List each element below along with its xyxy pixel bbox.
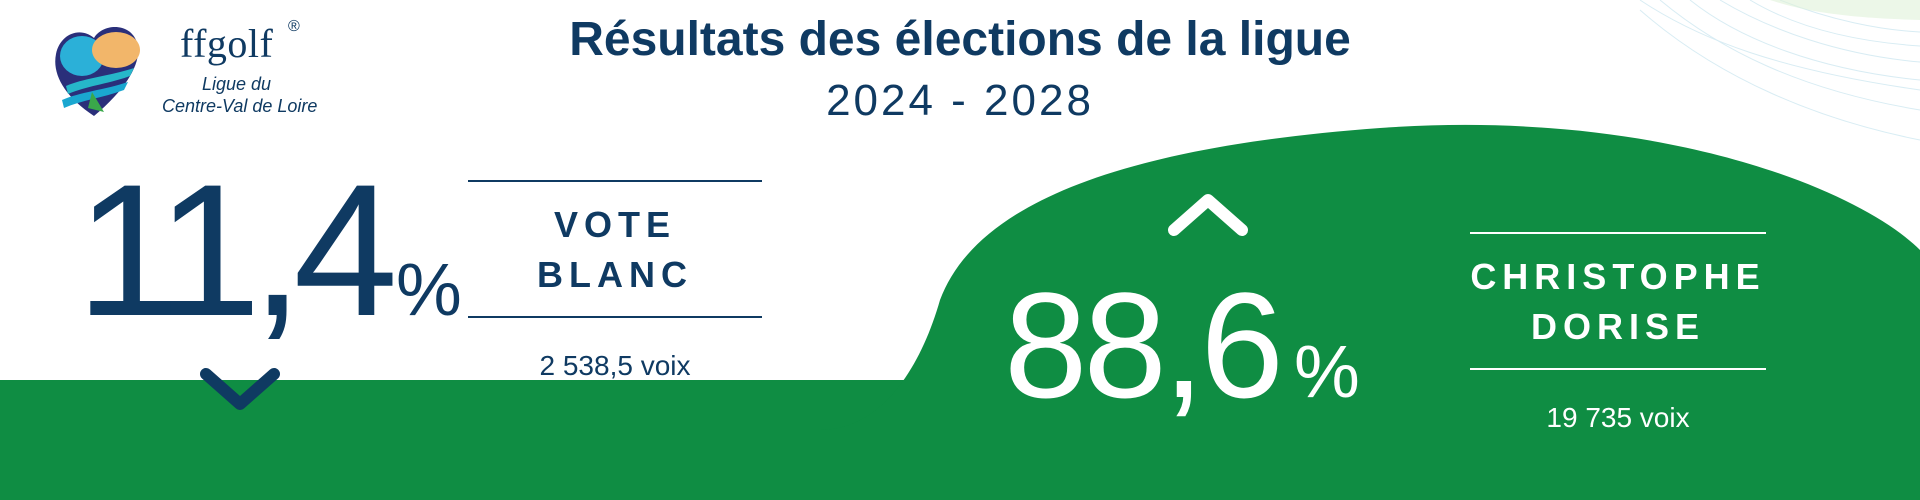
logo-subtitle-line2: Centre-Val de Loire [162, 96, 318, 116]
chevron-down-icon [200, 368, 280, 410]
candidate-percent-unit: % [1293, 330, 1360, 413]
chevron-up-icon [1168, 194, 1248, 236]
green-wave-shape [0, 124, 1920, 500]
corner-decoration [1639, 0, 1920, 141]
candidate-percent-value: 88,6 [1004, 261, 1284, 429]
heart-logo-icon [55, 27, 140, 116]
candidate-percentage: 88,6% [1004, 270, 1360, 420]
blank-vote-bottom-rule [468, 316, 762, 318]
candidate-top-rule [1470, 232, 1766, 234]
blank-vote-percent-value: 11,4 [76, 145, 398, 355]
candidate-label-line2: DORISE [1530, 306, 1706, 347]
brand-name: ffgolf [180, 21, 274, 66]
corner-tint [1770, 0, 1920, 20]
registered-mark: ® [288, 18, 300, 35]
blank-vote-percent-unit: % [395, 248, 462, 331]
blank-vote-label-line2: BLANC [537, 254, 693, 295]
blank-vote-count: 2 538,5 voix [539, 350, 691, 381]
candidate-vote-count: 19 735 voix [1546, 402, 1690, 433]
page-subtitle: 2024 - 2028 [826, 76, 1094, 125]
page-title: Résultats des élections de la ligue [569, 13, 1351, 66]
ffgolf-logo: ffgolf ® Ligue du Centre-Val de Loire [44, 16, 344, 126]
candidate-bottom-rule [1470, 368, 1766, 370]
blank-vote-top-rule [468, 180, 762, 182]
blank-vote-percentage: 11,4% [76, 156, 462, 344]
candidate-label-line1: CHRISTOPHE [1470, 256, 1766, 297]
blank-vote-label-line1: VOTE [553, 204, 676, 245]
logo-subtitle-line1: Ligue du [202, 74, 272, 94]
